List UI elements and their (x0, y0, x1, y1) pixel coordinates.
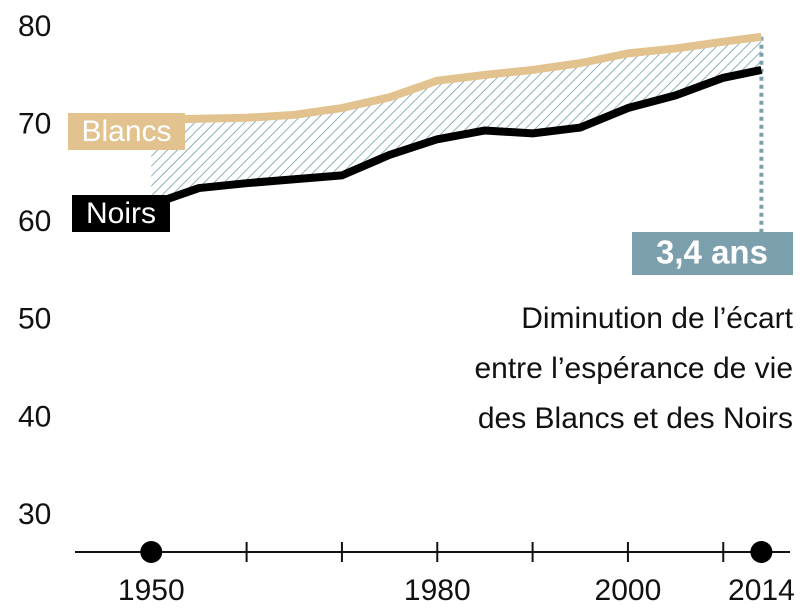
annotation: des Blancs et des Noirs (478, 402, 793, 435)
y-tick-label: 80 (18, 10, 51, 43)
annotation: Diminution de l’écart (521, 302, 793, 335)
x-tick-label: 2014 (728, 574, 795, 607)
axis-dot (750, 541, 773, 563)
x-tick-label: 1980 (404, 574, 471, 607)
y-tick-label: 40 (18, 400, 51, 433)
y-tick-label: 30 (18, 498, 51, 531)
y-tick-label: 70 (18, 108, 51, 141)
x-tick-label: 2000 (595, 574, 662, 607)
series-label-box (68, 113, 185, 150)
annotation: entre l’espérance de vie (474, 352, 793, 385)
series-line (149, 66, 763, 209)
y-tick-label: 50 (18, 303, 51, 336)
series-label: Noirs (86, 197, 156, 230)
gap-label-box (632, 232, 793, 275)
y-tick-label: 60 (18, 205, 51, 238)
gap-area (151, 36, 762, 205)
gap-label: 3,4 ans (656, 234, 768, 271)
x-tick-label: 1950 (118, 574, 185, 607)
series-label: Blancs (81, 115, 171, 148)
axis-dot (140, 541, 163, 563)
series-label-box (72, 195, 170, 232)
series-line (151, 32, 762, 124)
